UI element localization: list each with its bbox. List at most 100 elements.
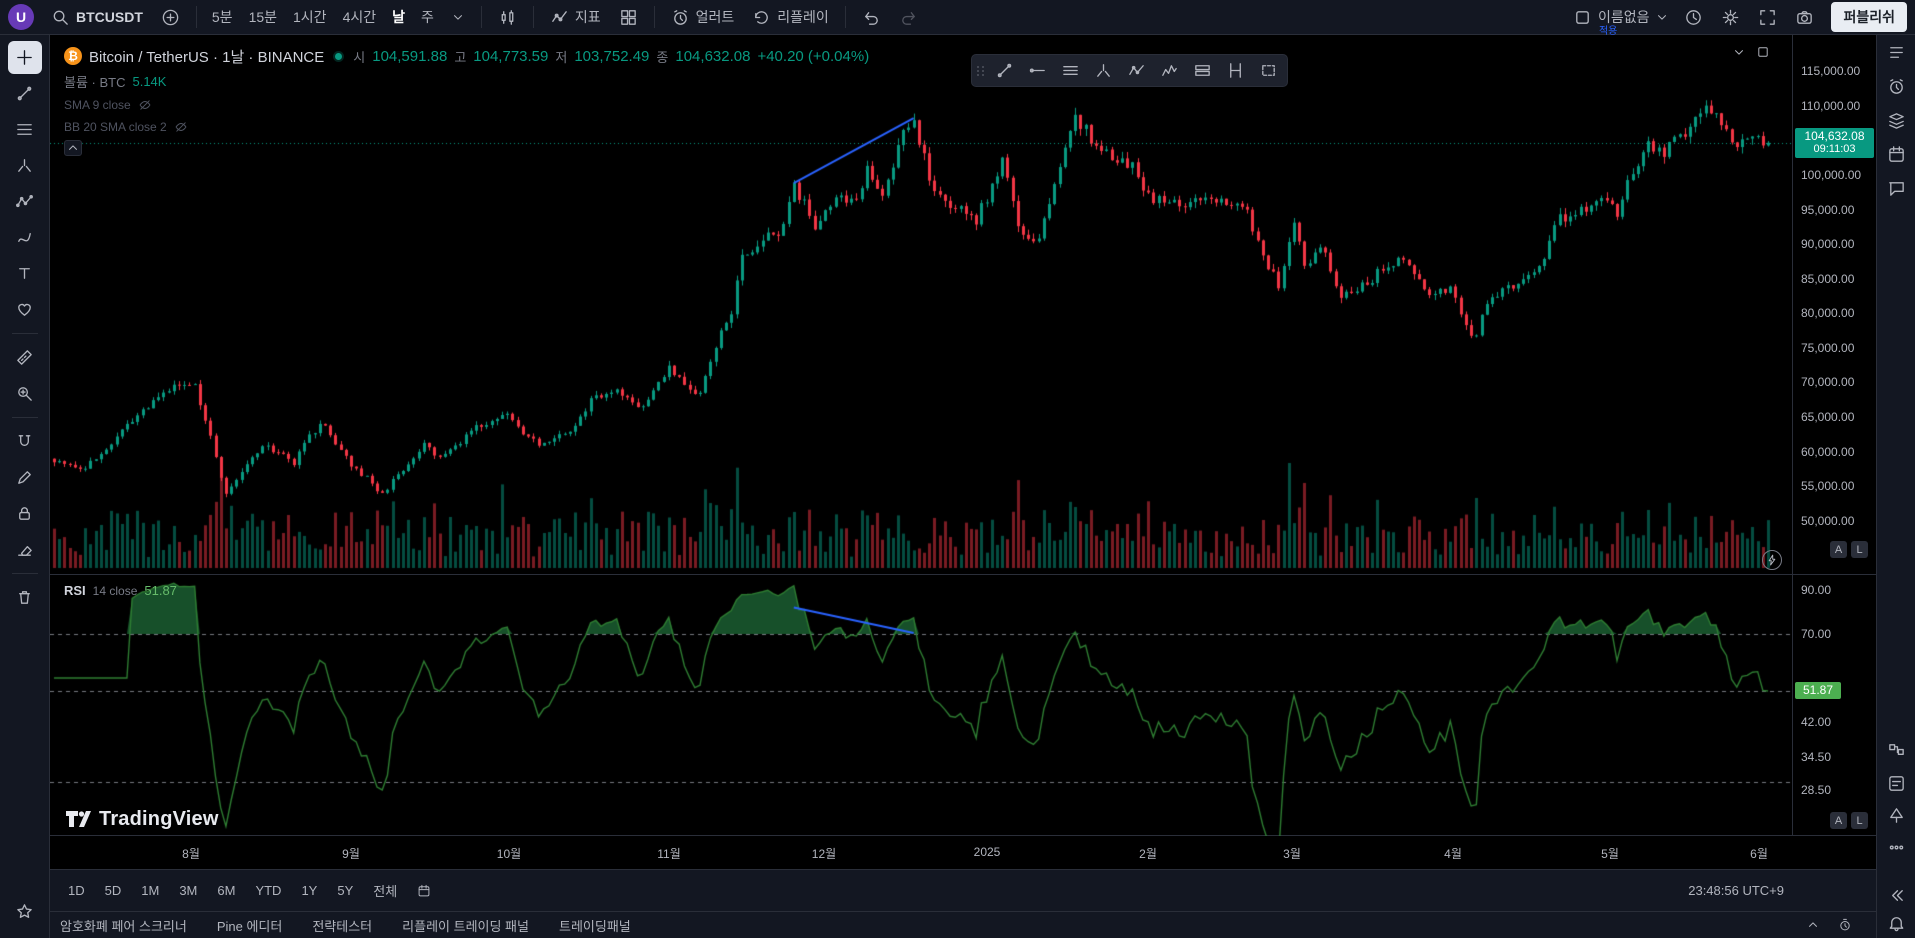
data-window-icon[interactable] <box>1887 774 1906 793</box>
interval-15m[interactable]: 15분 <box>248 9 278 25</box>
dt-rectangle-button[interactable] <box>1253 58 1283 84</box>
publish-button[interactable]: 퍼블리쉬 <box>1831 2 1907 32</box>
user-avatar[interactable]: U <box>8 4 34 30</box>
collapse-panel-icon[interactable] <box>1887 886 1906 905</box>
alert-log-button[interactable] <box>1677 4 1710 31</box>
undo-button[interactable] <box>855 4 888 31</box>
text-tool[interactable] <box>8 257 42 290</box>
dt-elliott-button[interactable] <box>1154 58 1184 84</box>
alerts-icon[interactable] <box>1887 77 1906 96</box>
dt-trend-line-button[interactable] <box>989 58 1019 84</box>
dt-long-position-button[interactable] <box>1187 58 1217 84</box>
tab-strategy-tester[interactable]: 전략테스터 <box>312 918 373 934</box>
range-5d[interactable]: 5D <box>104 883 122 898</box>
layout-name-button[interactable]: 이름없음 적용 <box>1569 5 1674 37</box>
symbol-search-button[interactable]: BTCUSDT <box>44 4 150 31</box>
redo-button[interactable] <box>892 4 925 31</box>
calendar-icon[interactable] <box>1887 145 1906 164</box>
emoji-tool[interactable] <box>8 293 42 326</box>
indicator-row-sma[interactable]: SMA 9 close <box>64 95 869 114</box>
chat-icon[interactable] <box>1887 179 1906 198</box>
eye-off-icon[interactable] <box>138 98 152 112</box>
edit-tool[interactable] <box>8 461 42 494</box>
pane-collapse-icon[interactable] <box>1732 45 1746 59</box>
rsi-chart-canvas[interactable] <box>50 575 1792 836</box>
trend-line-tool[interactable] <box>8 77 42 110</box>
pitchfork-icon <box>18 159 31 172</box>
more-panels-icon[interactable] <box>1887 838 1906 857</box>
cursor-cross-tool[interactable] <box>7 41 42 74</box>
range-3m[interactable]: 3M <box>179 883 198 898</box>
symbol-legend-row[interactable]: ₿ Bitcoin / TetherUS · 1날 · BINANCE 시 10… <box>64 45 869 67</box>
pine-scripts-icon[interactable] <box>1887 806 1906 825</box>
alert-button[interactable]: 얼러트 <box>664 3 742 31</box>
hide-drawings-tool[interactable] <box>8 533 42 566</box>
layout-grid-button[interactable] <box>612 4 645 31</box>
measure-tool[interactable] <box>8 341 42 374</box>
notifications-bell-icon[interactable] <box>1887 913 1906 932</box>
panel-expand-icon[interactable] <box>1806 918 1820 932</box>
range-1d[interactable]: 1D <box>68 883 85 898</box>
rsi-auto-scale-button[interactable]: A <box>1830 812 1847 829</box>
interval-1w[interactable]: 주 <box>421 9 434 25</box>
brush-tool[interactable] <box>8 221 42 254</box>
range-1m[interactable]: 1M <box>141 883 160 898</box>
remove-drawings-tool[interactable] <box>8 581 42 614</box>
time-axis[interactable]: 8월 9월 10월 11월 12월 2025 2월 3월 4월 5월 6월 <box>50 836 1876 870</box>
settings-button[interactable] <box>1714 4 1747 31</box>
timer-icon[interactable] <box>1838 918 1852 932</box>
eye-off-icon[interactable] <box>174 120 188 134</box>
indicators-button[interactable]: 지표 <box>543 3 608 31</box>
replay-button[interactable]: 리플레이 <box>745 3 836 31</box>
log-scale-button[interactable]: L <box>1851 541 1868 558</box>
dt-parallel-channel-button[interactable] <box>1055 58 1085 84</box>
interval-1d[interactable]: 날 <box>392 9 405 25</box>
rsi-log-scale-button[interactable]: L <box>1851 812 1868 829</box>
dt-pattern-button[interactable] <box>1121 58 1151 84</box>
range-1y[interactable]: 1Y <box>301 883 318 898</box>
tab-trading-panel[interactable]: 트레이딩패널 <box>558 918 631 934</box>
favorites-tool[interactable] <box>8 895 42 928</box>
watchlist-icon[interactable] <box>1887 43 1906 62</box>
tab-pine-editor[interactable]: Pine 에디터 <box>216 918 283 934</box>
snapshot-button[interactable] <box>1788 4 1821 31</box>
rsi-axis[interactable]: 51.87 A L 90.00 70.00 42.00 34.50 28.50 <box>1792 575 1876 835</box>
magnet-tool[interactable] <box>8 425 42 458</box>
compare-add-button[interactable] <box>154 4 187 31</box>
tab-crypto-screener[interactable]: 암호화폐 페어 스크리너 <box>60 918 187 934</box>
chart-style-button[interactable] <box>491 4 524 31</box>
range-6m[interactable]: 6M <box>217 883 236 898</box>
fib-tool[interactable] <box>8 113 42 146</box>
price-axis[interactable]: 104,632.08 09:11:03 A L 115,000.00 110,00… <box>1792 35 1876 574</box>
clock-display[interactable]: 23:48:56 UTC+9 <box>1688 883 1784 898</box>
interval-5m[interactable]: 5분 <box>211 9 233 25</box>
volume-legend-row[interactable]: 볼륨 · BTC 5.14K <box>64 70 869 92</box>
range-ytd[interactable]: YTD <box>255 883 282 898</box>
auto-scale-button[interactable]: A <box>1830 541 1847 558</box>
rsi-legend[interactable]: RSI 14 close 51.87 <box>64 583 177 598</box>
price-chart-canvas[interactable] <box>50 35 1792 575</box>
goto-date-icon[interactable] <box>417 884 431 898</box>
dt-forecast-button[interactable] <box>1220 58 1250 84</box>
lock-drawings-tool[interactable] <box>8 497 42 530</box>
zoom-tool[interactable] <box>8 377 42 410</box>
indicator-row-bb[interactable]: BB 20 SMA close 2 <box>64 117 869 136</box>
dt-pitchfork-button[interactable] <box>1088 58 1118 84</box>
legend-collapse-button[interactable] <box>64 140 82 156</box>
range-5y[interactable]: 5Y <box>337 883 354 898</box>
object-tree-icon[interactable] <box>1887 742 1906 761</box>
hotlists-icon[interactable] <box>1887 111 1906 130</box>
pitchfork-tool[interactable] <box>8 149 42 182</box>
pattern-tool[interactable] <box>8 185 42 218</box>
instant-trade-button[interactable] <box>1762 550 1782 570</box>
tradingview-logo[interactable]: TradingView <box>66 808 219 831</box>
interval-dropdown[interactable] <box>444 6 472 28</box>
pane-maximize-icon[interactable] <box>1756 45 1770 59</box>
dt-horizontal-ray-button[interactable] <box>1022 58 1052 84</box>
tab-replay-trading-panel[interactable]: 리플레이 트레이딩 패널 <box>402 918 529 934</box>
interval-1h[interactable]: 1시간 <box>293 9 327 25</box>
interval-4h[interactable]: 4시간 <box>342 9 377 25</box>
fullscreen-button[interactable] <box>1751 4 1784 31</box>
drag-handle[interactable] <box>976 61 986 81</box>
range-all[interactable]: 전체 <box>373 884 398 899</box>
